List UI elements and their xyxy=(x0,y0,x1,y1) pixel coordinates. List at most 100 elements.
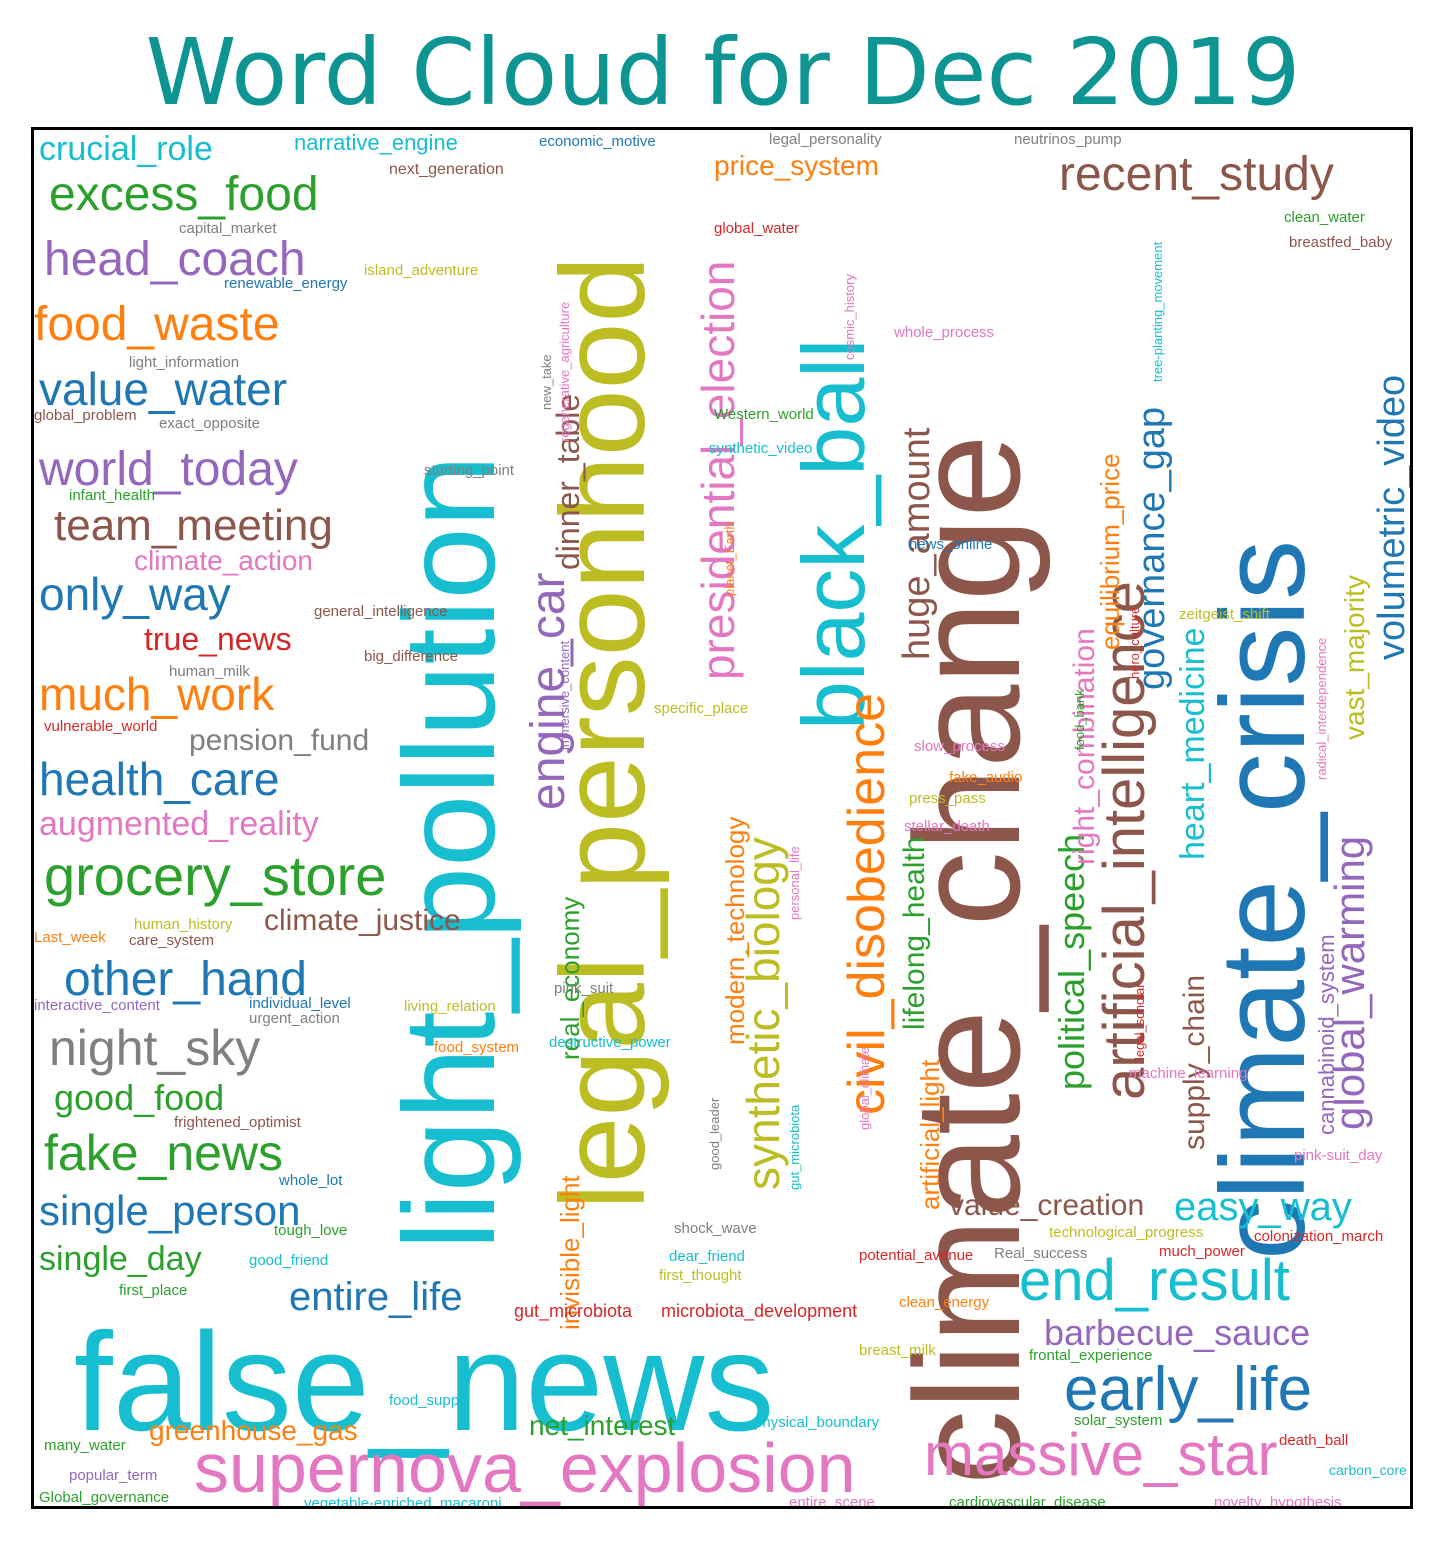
word-whole-process: whole_process xyxy=(893,324,994,341)
word-tree-planting-movement: tree-planting_movement xyxy=(1150,241,1165,382)
word-legal-personhood: legal_personhood xyxy=(536,256,670,1210)
word-lifelong-health: lifelong_health xyxy=(898,837,931,1031)
word-equilibrium-price: equilibrium_price xyxy=(1095,453,1125,650)
word-global-problem: global_problem xyxy=(34,407,137,424)
word-global-governance: Global_governance xyxy=(39,1489,169,1506)
word-end-result: end_result xyxy=(1019,1248,1290,1313)
word-food-bank: food_bank xyxy=(1072,689,1087,750)
word-next-generation: next_generation xyxy=(389,161,504,178)
word-food-waste: food_waste xyxy=(34,298,280,351)
word-massive-star: massive_star xyxy=(924,1421,1277,1488)
word-last-week: Last_week xyxy=(34,929,106,946)
word-big-difference: big_difference xyxy=(364,648,458,665)
word-many-water: many_water xyxy=(44,1437,126,1454)
word-capital-market: capital_market xyxy=(179,220,277,237)
word-much-work: much_work xyxy=(39,668,275,720)
word-press-pass: press_pass xyxy=(909,790,986,807)
word-frontal-experience: frontal_experience xyxy=(1029,1347,1152,1364)
word-colonization-march: colonization_march xyxy=(1254,1228,1383,1245)
word-heart-medicine: heart_medicine xyxy=(1174,628,1212,860)
word-supernova-explosion: supernova_explosion xyxy=(194,1429,856,1506)
word-neutrinos-pump: neutrinos_pump xyxy=(1014,131,1122,148)
word-climate-action: climate_action xyxy=(134,545,313,576)
word-value-creation: value_creation xyxy=(949,1189,1144,1222)
word-radical-interdependence: radical_interdependence xyxy=(1314,638,1329,780)
word-easy-way: easy_way xyxy=(1174,1185,1352,1229)
word-climate-justice: climate_justice xyxy=(264,904,461,937)
word-real-success: Real_success xyxy=(994,1245,1087,1262)
word-starting-point: starting_point xyxy=(424,462,515,479)
word-invisible-light: invisible_light xyxy=(555,1175,585,1330)
word-specific-place: specific_place xyxy=(654,700,748,717)
word-climate-change: climate_change xyxy=(883,434,1051,1485)
word-false-news: false_news xyxy=(74,1303,774,1460)
word-global-warming: global_warming xyxy=(1326,836,1373,1130)
word-solar-system: solar_system xyxy=(1074,1412,1162,1429)
word-slow-process: slow_process xyxy=(914,738,1005,755)
word-climate-crisis: climate_crisis xyxy=(1196,540,1330,1260)
word-good-friend: good_friend xyxy=(249,1252,328,1269)
word-price-system: price_system xyxy=(714,150,879,181)
word-intellectual-justice: intellectual_justice xyxy=(1408,982,1410,1225)
word-net-interest: net_interest xyxy=(529,1410,676,1441)
word-machine-learning: machine_learning xyxy=(1129,1065,1247,1082)
word-dinner-table: dinner_table xyxy=(550,394,586,570)
word-real-economy: real_economy xyxy=(555,897,585,1060)
word-care-system: care_system xyxy=(129,932,214,949)
word-legal-personality: legal_personality xyxy=(769,131,882,148)
word-world-today: world_today xyxy=(38,443,298,496)
word-fake-audio: fake_audio xyxy=(949,769,1022,786)
word-novelty-hypothesis: novelty_hypothesis xyxy=(1214,1494,1342,1506)
word-vast-majority: vast_majority xyxy=(1339,575,1370,740)
word-dear-friend: dear_friend xyxy=(669,1248,745,1265)
word-pink-suit: pink_suit xyxy=(554,980,614,997)
word-cardiovascular-disease: cardiovascular_disease xyxy=(949,1494,1106,1506)
word-vulnerable-world: vulnerable_world xyxy=(44,718,157,735)
word-regenerative-agriculture: regenerative_agriculture xyxy=(557,302,572,442)
word-artificial-intelligence: artificial_intelligence xyxy=(1092,581,1157,1100)
word-augmented-reality: augmented_reality xyxy=(39,805,319,843)
word-frightened-optimist: frightened_optimist xyxy=(174,1114,302,1131)
word-potential-avenue: potential_avenue xyxy=(859,1247,973,1264)
word-personal-life: personal_life xyxy=(787,846,802,920)
word-early-life: early_life xyxy=(1064,1355,1312,1424)
word-volumetric-video: volumetric_video xyxy=(1371,375,1410,660)
word-breastfed-baby: breastfed_baby xyxy=(1289,234,1393,251)
word-global-water: global_water xyxy=(714,220,799,237)
word-engine-car: engine_car xyxy=(522,572,575,810)
word-planet-earth: planet_Earth xyxy=(722,522,737,596)
word-shock-wave: shock_wave xyxy=(674,1220,757,1237)
word-presidential-election: presidential_election xyxy=(692,261,744,680)
chart-title: Word Cloud for Dec 2019 xyxy=(145,19,1301,126)
word-right-combination: right_combination xyxy=(1068,628,1101,865)
word-food-system: food_system xyxy=(434,1039,519,1056)
word-synthetic-biology: synthetic_biology xyxy=(737,837,789,1190)
word-good-food: good_food xyxy=(54,1077,224,1118)
word-western-world: Western_world xyxy=(714,406,814,423)
word-living-relation: living_relation xyxy=(404,998,496,1015)
word-new-take: new_take xyxy=(539,354,554,410)
word-single-person: single_person xyxy=(39,1187,301,1234)
word-gut-microbiota: gut_microbiota xyxy=(514,1301,633,1322)
word-political-speech: political_speech xyxy=(1051,834,1092,1090)
word-immersive-content: immersive_content xyxy=(557,641,572,750)
word-human-history: human_history xyxy=(134,916,233,933)
word-food-supply: food_supply xyxy=(389,1392,470,1409)
word-carbon-core: carbon_core xyxy=(1329,1462,1407,1478)
word-value-water: value_water xyxy=(39,363,287,415)
word-head-coach: head_coach xyxy=(44,233,306,286)
word-good-leader: good_leader xyxy=(707,1097,722,1170)
word-clean-water: clean_water xyxy=(1284,209,1365,226)
word-interactive-content: interactive_content xyxy=(34,997,161,1014)
word-supply-chain: supply_chain xyxy=(1178,975,1211,1150)
word-legal-scholar: legal_scholar xyxy=(1132,983,1147,1060)
word-cosmic-history: cosmic_history xyxy=(842,274,857,360)
word-modern-technology: modern_technology xyxy=(720,817,750,1045)
word-gut-microbiota-v: gut_microbiota xyxy=(787,1104,802,1190)
word-clean-energy: clean_energy xyxy=(899,1294,990,1311)
word-technological-progress: technological_progress xyxy=(1049,1224,1203,1241)
word-civil-disobedience: civil_disobedience xyxy=(838,693,896,1115)
word-exact-opposite: exact_opposite xyxy=(159,415,260,432)
word-renewable-energy: renewable_energy xyxy=(224,275,348,292)
word-pink-suit-day: pink-suit_day xyxy=(1294,1147,1383,1164)
